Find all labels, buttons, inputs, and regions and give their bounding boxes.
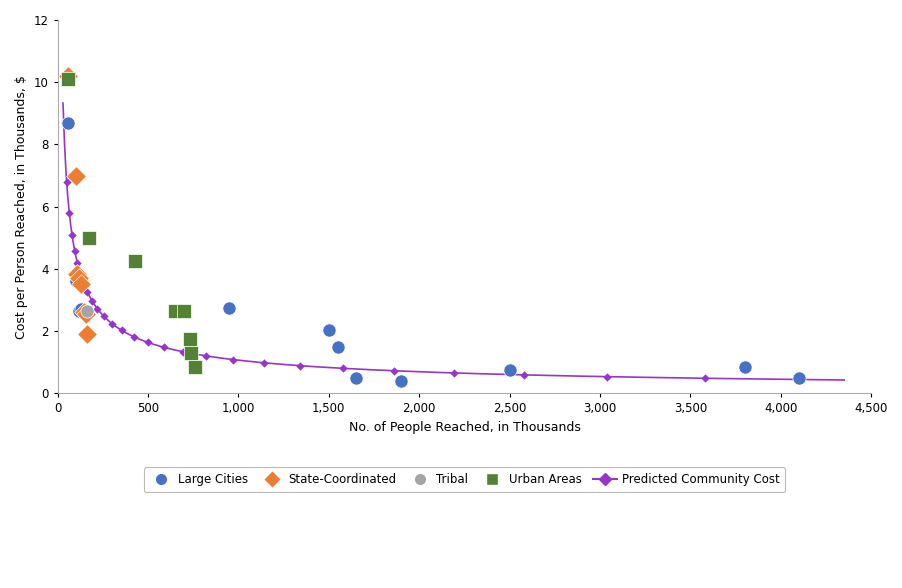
X-axis label: No. of People Reached, in Thousands: No. of People Reached, in Thousands [348,421,580,434]
Point [168,306,182,316]
Point [77,308,91,317]
Point [77,279,91,289]
Point [69,276,83,286]
Point [60,71,75,81]
Point [74,280,88,289]
Point [80,288,95,297]
Point [77,308,91,317]
Point [85,296,99,305]
Point [128,256,143,266]
Point [60,177,74,186]
Point [198,351,213,360]
Point [292,361,307,370]
Point [60,75,75,84]
Point [97,312,111,321]
Point [79,306,94,316]
Point [791,375,805,384]
Point [60,118,75,128]
Point [70,269,85,278]
Point [105,319,119,328]
Point [737,362,751,372]
Point [446,368,460,377]
Point [74,305,88,314]
Point [330,342,345,352]
Point [791,373,805,382]
Point [70,259,85,268]
Point [141,338,155,347]
Point [115,326,129,335]
Point [502,365,516,375]
Y-axis label: Cost per Person Reached, in Thousands, $: Cost per Person Reached, in Thousands, $ [15,75,28,339]
Point [516,370,530,380]
Point [321,325,336,334]
Point [600,372,614,382]
Point [222,303,236,312]
Point [176,347,190,356]
Point [69,171,83,181]
Point [386,366,400,376]
Point [68,246,82,256]
Point [78,309,93,319]
Point [348,373,363,382]
Point [182,334,197,343]
Point [188,362,202,372]
Point [157,343,171,352]
Point [73,269,87,278]
Point [697,373,712,383]
Point [177,306,191,316]
Point [256,358,271,368]
Point [90,304,105,313]
Point [62,209,77,218]
Point [336,363,350,373]
Point [72,306,87,316]
Point [126,332,141,341]
Point [65,230,79,240]
Legend: Large Cities, State-Coordinated, Tribal, Urban Areas, Predicted Community Cost: Large Cities, State-Coordinated, Tribal,… [143,467,785,492]
Point [82,233,97,242]
Point [393,376,408,386]
Point [79,329,94,339]
Point [72,273,87,283]
Point [226,355,240,364]
Point [184,348,198,358]
